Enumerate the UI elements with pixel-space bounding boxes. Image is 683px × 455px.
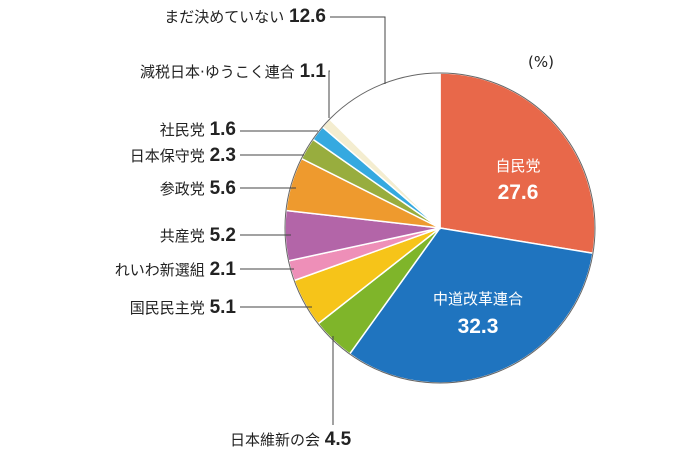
slice-value: 32.3	[458, 315, 499, 338]
slice-label: 日本維新の会 4.5	[230, 429, 352, 450]
slice-label: 参政党 5.6	[160, 178, 236, 199]
pie-slices	[284, 72, 596, 384]
slice-label: 中道改革連合	[433, 290, 523, 308]
slice-label: 自民党	[495, 157, 540, 175]
slice-label: 国民民主党 5.1	[130, 297, 237, 318]
leader-lines	[240, 16, 386, 425]
slice-label: 共産党 5.2	[160, 225, 236, 246]
slice-value: 27.6	[498, 181, 539, 204]
slice-label: 減税日本·ゆうこく連合 1.1	[140, 61, 326, 82]
leader-line	[330, 16, 386, 84]
slice-label: まだ決めていない 12.6	[164, 6, 326, 27]
slice-label: 日本保守党 2.3	[130, 145, 236, 166]
slice-label: れいわ新選組 2.1	[115, 259, 237, 280]
leader-line	[328, 70, 330, 118]
unit-label: (%)	[528, 53, 554, 71]
slice-labels: 自民党 27.6 中道改革連合 32.3 日本維新の会 4.5 国民民主党 5.1 れいわ新…	[115, 6, 541, 450]
pie-outline	[284, 72, 596, 384]
slice-label: 社民党 1.6	[160, 119, 236, 140]
